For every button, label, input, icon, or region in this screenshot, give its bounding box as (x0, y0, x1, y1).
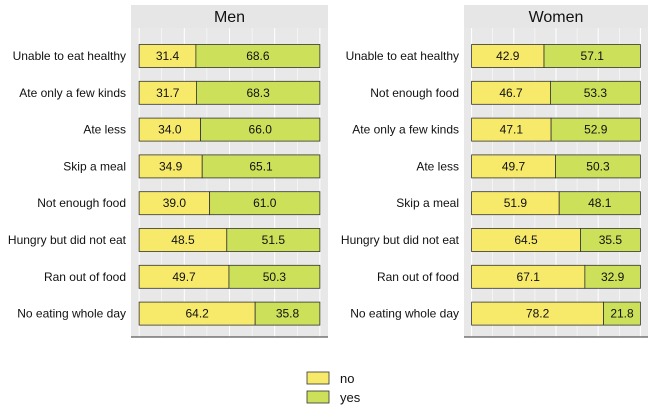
value-label-yes: 68.3 (246, 86, 270, 100)
bar-yes (580, 228, 641, 252)
bar-yes (550, 80, 641, 105)
value-label-no: 34.0 (158, 123, 182, 137)
value-label-yes: 21.8 (610, 307, 634, 321)
category-label: No eating whole day (17, 307, 126, 321)
value-label-yes: 35.8 (276, 307, 300, 321)
value-label-no: 47.1 (500, 123, 524, 137)
category-label: Ate only a few kinds (19, 86, 126, 100)
category-label: Unable to eat healthy (13, 49, 126, 63)
bar-yes (226, 228, 321, 252)
category-label: Hungry but did not eat (8, 233, 127, 247)
value-label-no: 48.5 (171, 233, 195, 247)
category-label: No eating whole day (350, 307, 459, 321)
value-label-no: 31.4 (156, 49, 180, 63)
value-label-yes: 53.3 (584, 86, 608, 100)
value-label-yes: 66.0 (249, 123, 273, 137)
bar-yes (543, 44, 641, 68)
value-label-yes: 32.9 (601, 270, 625, 284)
value-label-yes: 50.3 (586, 159, 610, 173)
category-label: Skip a meal (63, 159, 126, 173)
value-label-yes: 68.6 (246, 49, 270, 63)
panel-women: Women Unable to eat healthy 42.9 57.1 Not en… (341, 5, 648, 338)
bar-yes (196, 80, 321, 105)
value-label-no: 51.9 (504, 196, 528, 210)
bar-yes (195, 44, 321, 68)
category-label: Unable to eat healthy (346, 49, 459, 63)
value-label-no: 39.0 (163, 196, 187, 210)
bar-yes (603, 301, 641, 326)
value-label-yes: 65.1 (249, 159, 273, 173)
category-label: Skip a meal (396, 196, 459, 210)
value-label-no: 78.2 (526, 307, 550, 321)
value-label-no: 31.7 (156, 86, 180, 100)
value-label-no: 49.7 (502, 159, 526, 173)
value-label-yes: 52.9 (584, 123, 608, 137)
legend-key-no (306, 371, 330, 385)
value-label-yes: 50.3 (263, 270, 287, 284)
category-label: Not enough food (37, 196, 126, 210)
value-label-yes: 51.5 (262, 233, 286, 247)
panel-strip (131, 5, 328, 28)
bar-yes (228, 264, 321, 289)
category-label: Ran out of food (44, 270, 126, 284)
value-label-no: 46.7 (499, 86, 523, 100)
value-label-no: 34.9 (159, 159, 183, 173)
panel-strip (464, 5, 648, 28)
panel-men: Men Unable to eat healthy 31.4 68.6 Ate only… (8, 5, 328, 338)
category-label: Hungry but did not eat (341, 233, 460, 247)
value-label-no: 67.1 (517, 270, 541, 284)
legend-label-yes: yes (340, 390, 361, 405)
value-label-yes: 61.0 (253, 196, 277, 210)
value-label-no: 42.9 (496, 49, 520, 63)
category-label: Ran out of food (377, 270, 459, 284)
value-label-no: 64.5 (514, 233, 538, 247)
bar-yes (201, 154, 321, 179)
value-label-no: 49.7 (172, 270, 196, 284)
bar-yes (555, 154, 641, 179)
legend-label-no: no (340, 371, 354, 386)
bar-yes (254, 301, 321, 326)
value-label-yes: 48.1 (588, 196, 612, 210)
category-label: Ate only a few kinds (352, 123, 459, 137)
category-label: Ate less (83, 123, 126, 137)
category-label: Not enough food (370, 86, 459, 100)
bar-yes (558, 191, 641, 216)
category-label: Ate less (416, 159, 459, 173)
legend-key-yes (306, 390, 330, 404)
bar-yes (550, 117, 641, 142)
bar-yes (209, 191, 321, 216)
bar-yes (200, 117, 321, 142)
panel-title: Men (214, 9, 245, 26)
value-label-no: 64.2 (185, 307, 209, 321)
legend: no yes (306, 371, 361, 405)
panel-title: Women (529, 9, 584, 26)
value-label-yes: 57.1 (581, 49, 605, 63)
value-label-yes: 35.5 (599, 233, 623, 247)
bar-yes (584, 264, 641, 289)
